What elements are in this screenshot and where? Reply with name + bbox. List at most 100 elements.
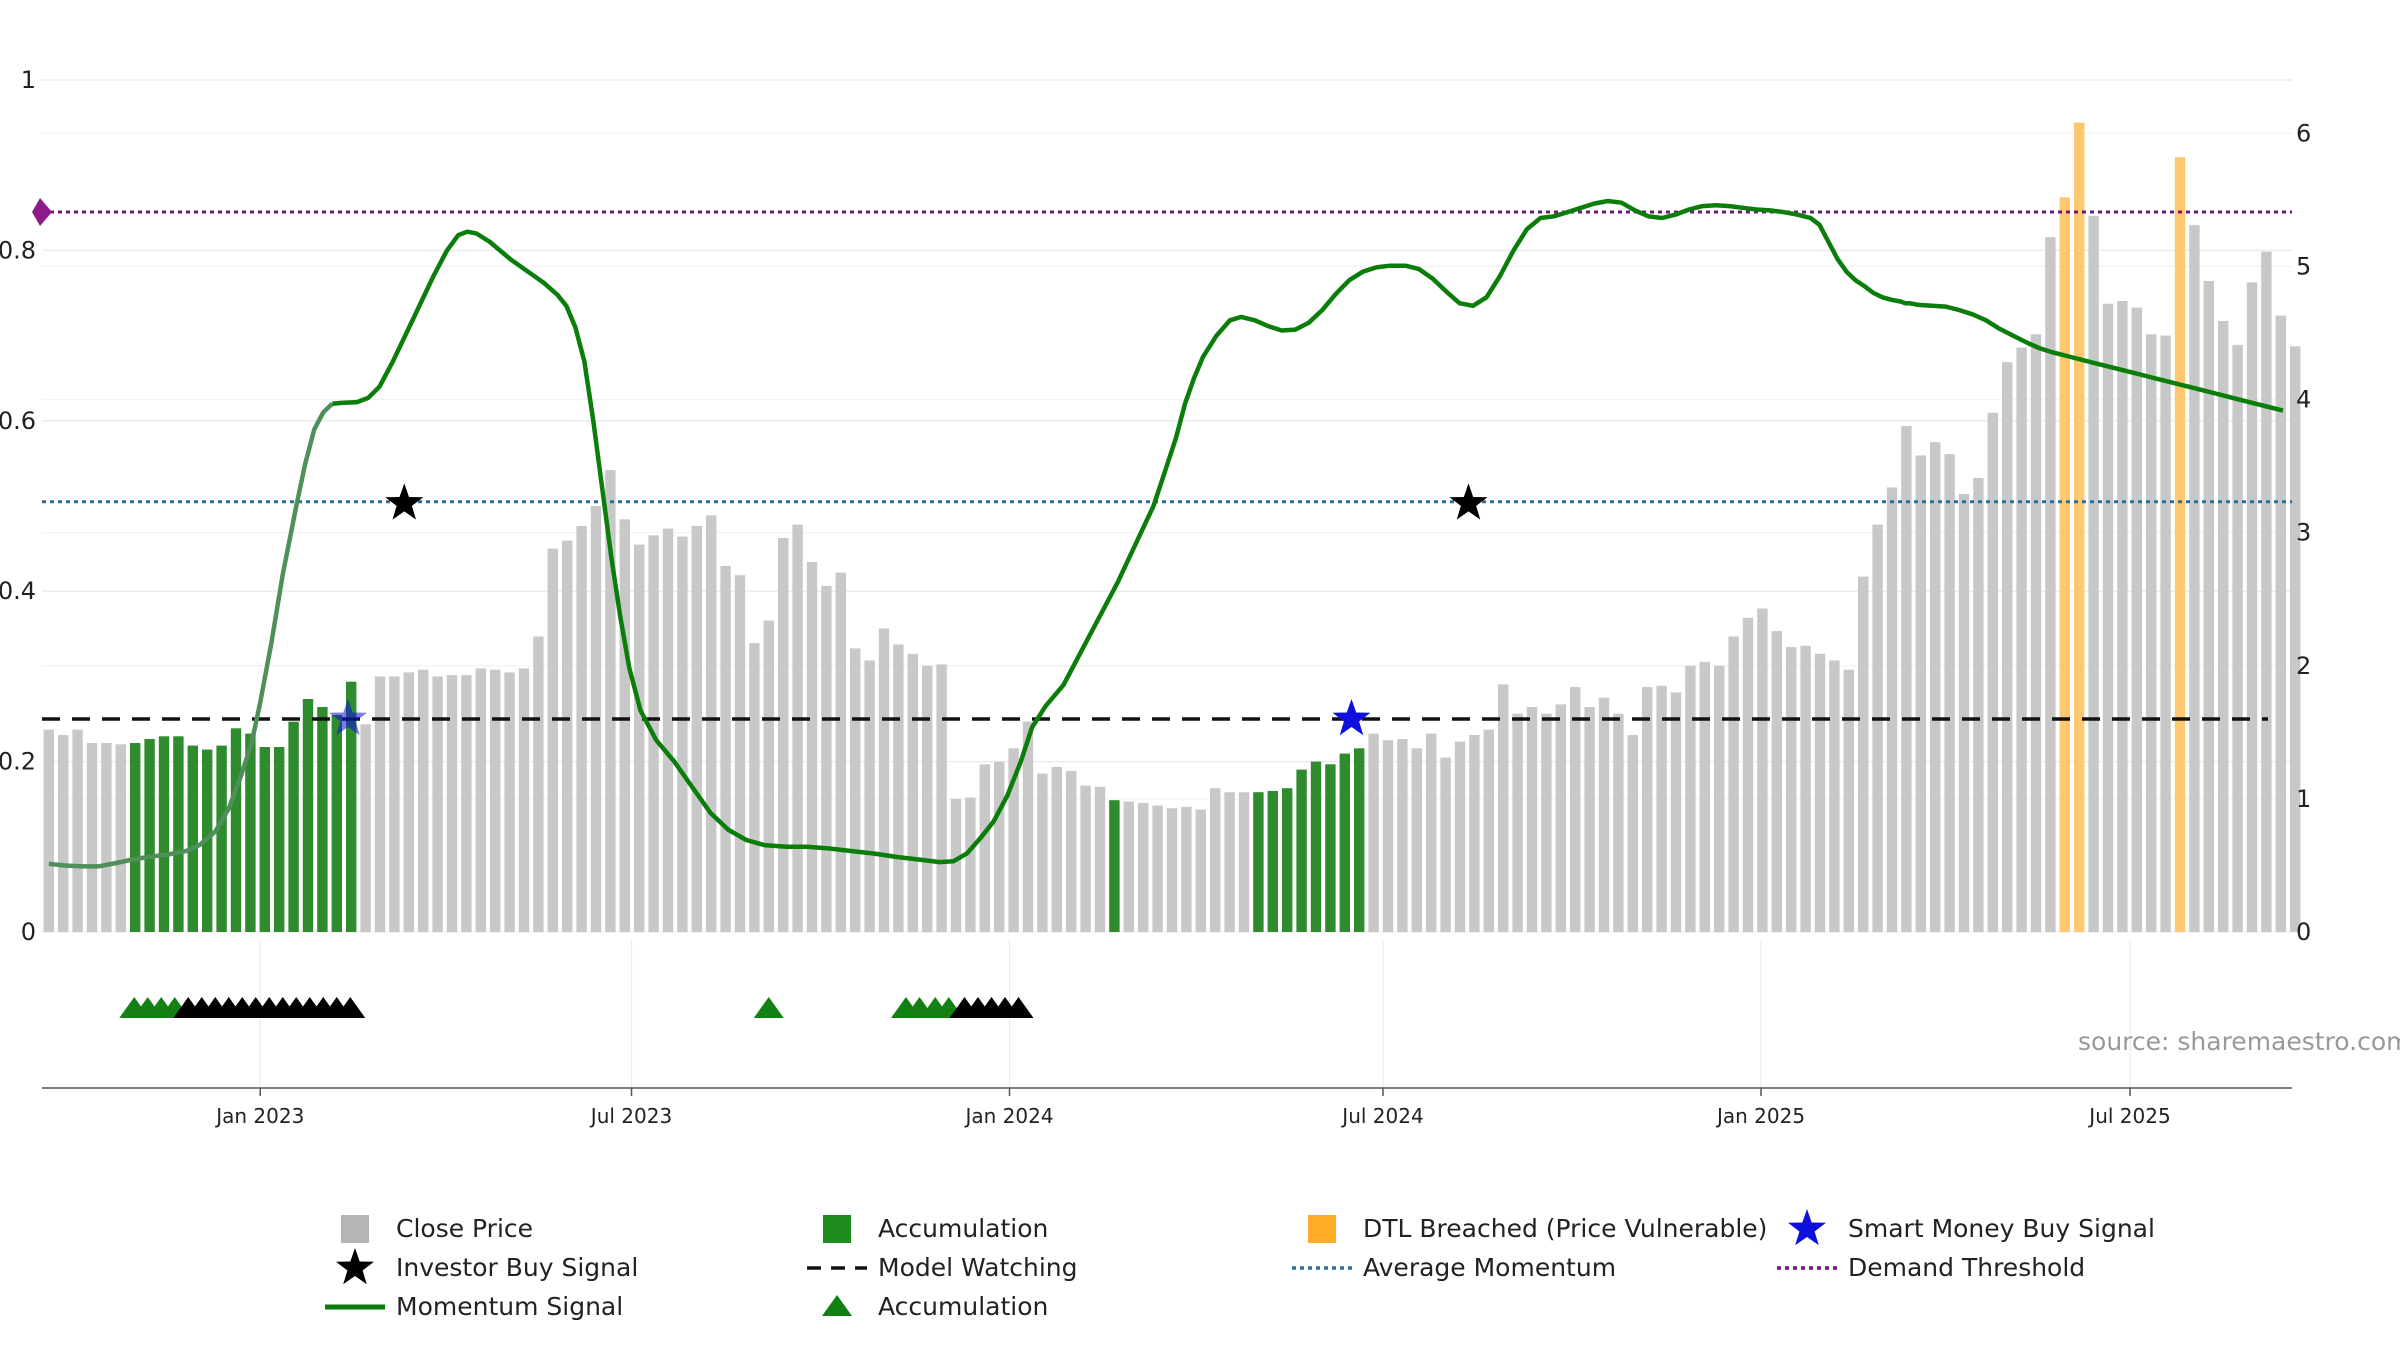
bar-83 [1238,792,1250,932]
legend-triangle-accumulation [822,1295,852,1316]
left-tick-5: 1 [21,66,36,94]
bar-2 [72,729,83,932]
bar-118 [1742,617,1754,932]
bar-136 [2002,362,2013,932]
bar-72 [1080,785,1091,932]
bar-56 [850,648,861,932]
left-tick-2: 0.4 [0,577,36,605]
bar-145 [2131,307,2142,933]
bar-116 [1714,665,1725,933]
bar-92 [1368,733,1379,932]
right-tick-3: 3 [2296,519,2311,547]
legend-item-4: Investor Buy Signal [336,1248,638,1285]
legend-swatch-dtl [1308,1215,1336,1243]
bar-86 [1282,788,1293,932]
bar-15 [259,747,270,932]
watch-triangle-17 [1003,997,1034,1018]
bar-138 [2030,334,2042,932]
bar-14 [245,733,256,932]
legend-item-5: Model Watching [807,1253,1078,1282]
right-tick-5: 5 [2296,252,2311,280]
gridlines [42,79,2292,1088]
bar-100 [1483,729,1494,932]
legend-label-3: Smart Money Buy Signal [1848,1214,2155,1243]
bar-105 [1555,704,1566,932]
bar-9 [173,736,184,932]
bar-90 [1339,753,1350,932]
bar-104 [1541,713,1552,932]
bar-99 [1469,735,1480,932]
bar-82 [1224,792,1235,932]
bar-13 [230,728,242,932]
bar-25 [403,672,414,932]
smart-money-star-1 [1332,699,1371,736]
investor-buy-star-0 [385,483,424,520]
bar-35 [547,548,558,932]
momentum-signal [48,198,2284,869]
bar-122 [1800,645,1811,932]
bar-37 [576,526,587,932]
bar-132 [1944,454,1955,932]
left-tick-1: 0.2 [0,748,36,776]
bar-63 [950,798,962,932]
bar-0 [43,729,54,932]
legend-item-2: DTL Breached (Price Vulnerable) [1308,1214,1767,1243]
bar-60 [907,653,918,932]
bar-108 [1598,697,1610,932]
bar-121 [1786,647,1797,932]
momentum-line-lead [48,402,334,869]
bar-50 [763,620,774,932]
bar-5 [115,744,126,932]
legend-label-7: Demand Threshold [1848,1253,2085,1282]
bar-144 [2117,301,2128,932]
bar-74 [1109,800,1120,932]
legend-label-1: Accumulation [878,1214,1048,1243]
left-tick-0: 0 [21,918,36,946]
x-tick-1: Jul 2023 [589,1104,672,1128]
bar-51 [778,538,789,932]
bar-32 [504,672,515,932]
bar-27 [432,676,443,932]
bar-67 [1008,748,1019,932]
bar-66 [994,761,1005,932]
bar-17 [288,721,299,932]
bar-80 [1195,809,1206,932]
bar-102 [1512,713,1523,932]
legend: Close Price Accumulation DTL Breached (Pri… [325,1209,2155,1321]
bar-142 [2088,215,2099,933]
bar-20 [331,715,342,932]
bar-85 [1267,790,1278,932]
bar-62 [936,664,947,932]
legend-label-6: Average Momentum [1363,1253,1616,1282]
bar-29 [461,675,472,932]
bar-129 [1901,426,1912,932]
legend-label-4: Investor Buy Signal [396,1253,638,1282]
bar-77 [1152,805,1163,932]
bar-110 [1627,735,1638,932]
bar-33 [518,668,530,932]
bar-140 [2059,197,2070,932]
bar-10 [187,745,198,932]
bar-124 [1829,660,1840,932]
bar-8 [158,736,170,932]
legend-label-5: Model Watching [878,1253,1078,1282]
right-tick-1: 1 [2296,785,2311,813]
bar-39 [605,470,616,932]
bar-107 [1584,707,1595,932]
bar-49 [749,643,760,932]
x-tick-4: Jan 2025 [1715,1104,1805,1128]
bar-95 [1411,748,1422,932]
bar-18 [302,699,314,932]
bar-88 [1310,761,1322,932]
bar-53 [806,561,818,932]
bar-26 [418,669,429,932]
watch-triangle-12 [335,997,366,1018]
bar-68 [1022,721,1034,932]
x-tick-3: Jul 2024 [1340,1104,1423,1128]
source-label: source: sharemaestro.com [2078,1027,2400,1056]
bar-141 [2074,122,2085,933]
legend-star-investor [336,1248,374,1285]
bar-94 [1397,739,1408,932]
bar-115 [1699,661,1710,932]
